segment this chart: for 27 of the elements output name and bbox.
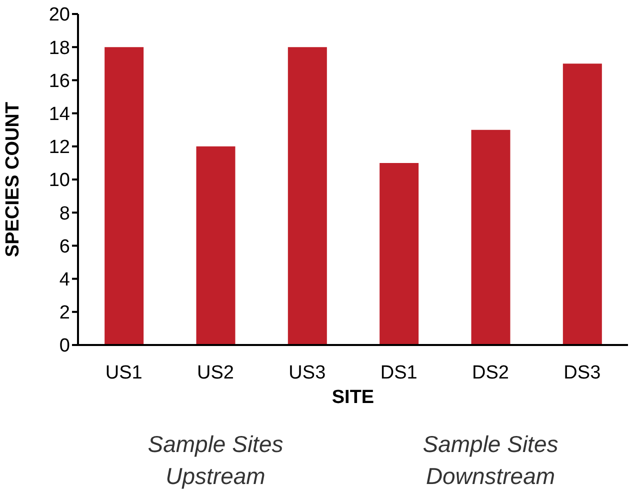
y-tick-label: 0 xyxy=(59,336,70,357)
y-tick-label: 4 xyxy=(59,270,70,291)
x-tick-label: US1 xyxy=(105,362,142,384)
y-tick-label: 14 xyxy=(48,104,70,126)
x-axis-title: SITE xyxy=(332,387,374,408)
y-tick-label: 10 xyxy=(48,170,70,192)
bar xyxy=(380,162,419,345)
bar xyxy=(196,146,236,345)
x-tick-label: US3 xyxy=(288,362,326,384)
y-tick-label: 16 xyxy=(48,70,70,92)
bar xyxy=(104,47,144,345)
y-axis-title: SPECIES COUNT xyxy=(2,102,24,258)
bar xyxy=(288,47,327,345)
x-tick-label: DS1 xyxy=(380,362,418,384)
y-tick-label: 8 xyxy=(59,203,70,224)
x-tick-label: US2 xyxy=(197,362,234,384)
x-tick-label: DS3 xyxy=(564,362,601,384)
text: Sample Sites Downstream xyxy=(422,430,560,491)
y-tick-label: 20 xyxy=(48,4,70,26)
y-tick-label: 6 xyxy=(59,236,70,258)
y-tick-label: 18 xyxy=(48,38,70,59)
y-tick-label: 2 xyxy=(59,302,70,324)
bar xyxy=(471,130,510,345)
x-tick-label: DS2 xyxy=(472,362,509,384)
y-tick-label: 12 xyxy=(48,137,70,158)
bar xyxy=(562,64,602,345)
text: Sample Sites Upstream xyxy=(146,430,284,491)
